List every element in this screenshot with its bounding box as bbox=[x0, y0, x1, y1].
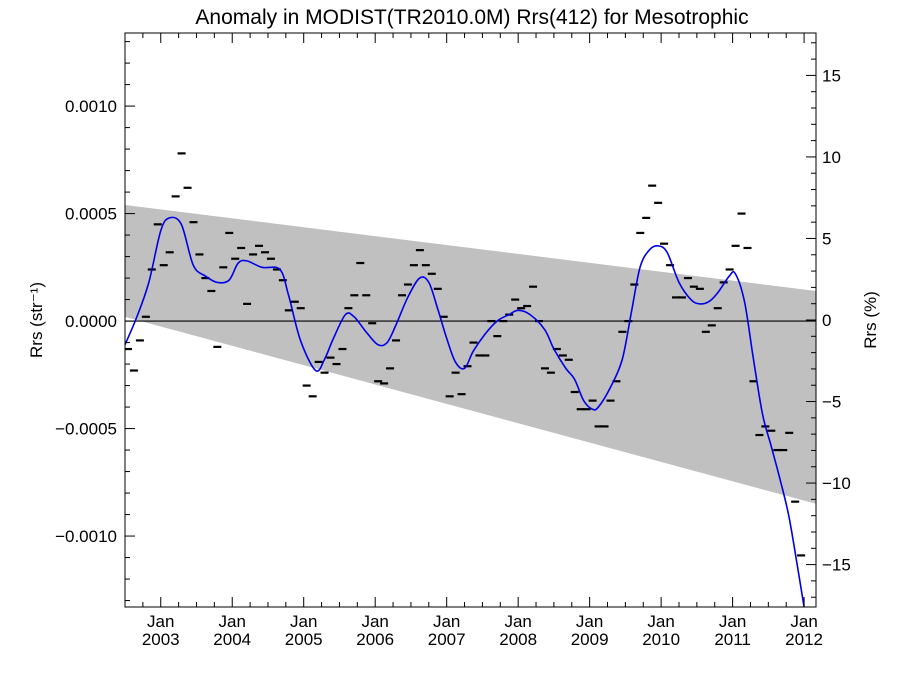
y-left-tick-label: −0.0005 bbox=[55, 420, 117, 439]
x-tick-label-month: Jan bbox=[576, 612, 603, 631]
right-y-axis: 15 10 5 0 −5 −10 −15 bbox=[806, 42, 851, 598]
x-axis: Jan2003Jan2004Jan2005Jan2006Jan2007Jan20… bbox=[142, 33, 823, 649]
smoothed-series bbox=[125, 216, 805, 607]
x-tick-label-year: 2012 bbox=[785, 630, 823, 649]
y-right-tick-label: 15 bbox=[822, 66, 841, 85]
y-axis-label-left: Rrs (str⁻¹) bbox=[27, 282, 46, 358]
x-tick-label-month: Jan bbox=[361, 612, 388, 631]
x-tick-label-year: 2008 bbox=[499, 630, 537, 649]
y-right-tick-label: −5 bbox=[822, 393, 841, 412]
x-tick-label-year: 2006 bbox=[356, 630, 394, 649]
smoothed-line bbox=[125, 216, 805, 607]
chart-title: Anomaly in MODIST(TR2010.0M) Rrs(412) fo… bbox=[195, 6, 748, 29]
x-tick-label-year: 2010 bbox=[642, 630, 680, 649]
x-tick-label-month: Jan bbox=[219, 612, 246, 631]
y-left-tick-label: −0.0010 bbox=[55, 527, 117, 546]
monthly-anomaly-series bbox=[125, 152, 806, 557]
plot-area bbox=[124, 32, 817, 608]
x-tick-label-year: 2003 bbox=[142, 630, 180, 649]
y-right-tick-label: 0 bbox=[822, 311, 831, 330]
y-right-tick-label: −15 bbox=[822, 556, 851, 575]
y-left-tick-label: 0.0010 bbox=[65, 97, 117, 116]
x-tick-label-month: Jan bbox=[433, 612, 460, 631]
x-tick-label-month: Jan bbox=[504, 612, 531, 631]
x-tick-label-year: 2005 bbox=[285, 630, 323, 649]
x-tick-label-month: Jan bbox=[719, 612, 746, 631]
uncertainty-band-shape bbox=[125, 204, 816, 504]
x-tick-label-month: Jan bbox=[647, 612, 674, 631]
x-tick-label-year: 2009 bbox=[571, 630, 609, 649]
x-tick-label-month: Jan bbox=[290, 612, 317, 631]
y-right-tick-label: −10 bbox=[822, 474, 851, 493]
y-axis-label-right: Rrs (%) bbox=[861, 291, 880, 349]
y-right-tick-label: 5 bbox=[822, 229, 831, 248]
x-tick-label-year: 2011 bbox=[714, 630, 751, 649]
x-tick-label-year: 2004 bbox=[213, 630, 251, 649]
left-y-axis: 0.0010 0.0005 0.0000 −0.0005 −0.0010 bbox=[55, 41, 135, 602]
x-tick-label-month: Jan bbox=[790, 612, 817, 631]
y-left-tick-label: 0.0005 bbox=[65, 205, 117, 224]
x-tick-label-month: Jan bbox=[147, 612, 174, 631]
y-right-tick-label: 10 bbox=[822, 148, 841, 167]
uncertainty-band bbox=[125, 204, 816, 504]
x-tick-label-year: 2007 bbox=[428, 630, 466, 649]
y-left-tick-label: 0.0000 bbox=[65, 312, 117, 331]
